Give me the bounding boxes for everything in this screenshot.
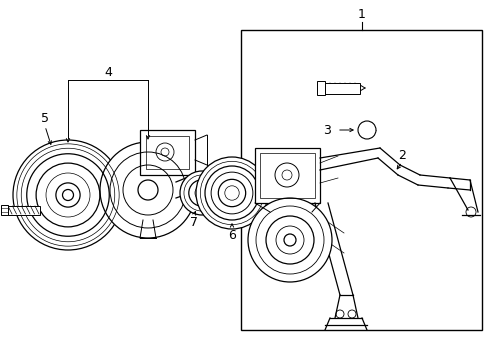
- Bar: [241, 30, 481, 330]
- Bar: [1, 205, 8, 215]
- Bar: [140, 130, 195, 175]
- Circle shape: [357, 121, 375, 139]
- Circle shape: [247, 198, 331, 282]
- Text: 5: 5: [41, 112, 49, 125]
- Circle shape: [100, 142, 196, 238]
- Circle shape: [196, 157, 267, 229]
- Circle shape: [180, 171, 224, 215]
- Bar: [316, 81, 325, 95]
- Bar: [325, 83, 359, 94]
- Text: 6: 6: [227, 229, 235, 242]
- Circle shape: [13, 140, 123, 250]
- Text: 2: 2: [397, 149, 405, 162]
- Bar: [8, 206, 40, 215]
- Bar: [254, 148, 319, 203]
- Bar: [146, 136, 189, 169]
- Text: 1: 1: [357, 8, 365, 21]
- Text: 7: 7: [190, 216, 198, 229]
- Text: 3: 3: [323, 123, 330, 136]
- Bar: [260, 153, 314, 198]
- Text: 4: 4: [104, 66, 112, 78]
